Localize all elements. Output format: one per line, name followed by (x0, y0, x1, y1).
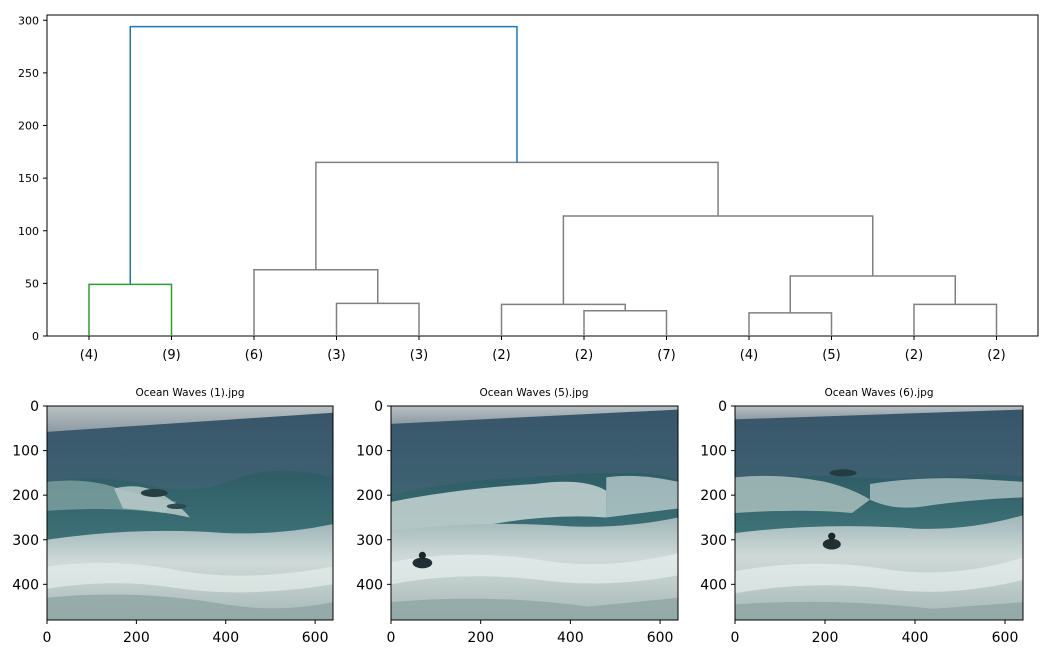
image-x-axis: 0 200 400 600 (731, 620, 1019, 646)
dendrogram-chart: 0 50 100 150 200 250 300 (4) (9) (6) (3) (3) (2) (2)… (18, 14, 1039, 363)
x-tick-label: 200 (467, 630, 494, 646)
x-tick-label: 200 (123, 630, 150, 646)
dendrogram-link (748, 312, 833, 336)
image-y-axis: 0 100 200 300 400 (356, 399, 391, 593)
y-tick-label: 300 (18, 14, 39, 27)
dendrogram-link (583, 309, 668, 336)
leaf-label: (2) (575, 348, 593, 363)
dendrogram-link (129, 25, 518, 285)
dendrogram-link (335, 302, 420, 336)
ocean-photo-5 (391, 406, 678, 620)
dendrogram-link (789, 275, 956, 313)
dendrogram-x-axis: (4) (9) (6) (3) (3) (2) (2) (7) (4) (5) (2) (2) (80, 336, 1006, 363)
image-axes-frame (46, 405, 334, 621)
leaf-label: (2) (905, 348, 923, 363)
y-tick-label: 400 (12, 577, 39, 593)
y-tick-label: 0 (30, 399, 39, 415)
dendrogram-link (500, 303, 626, 336)
y-tick-label: 300 (700, 533, 727, 549)
image-y-axis: 0 100 200 300 400 (12, 399, 47, 593)
y-tick-label: 100 (18, 225, 39, 238)
y-tick-label: 0 (718, 399, 727, 415)
leaf-label: (3) (410, 348, 428, 363)
x-tick-label: 0 (387, 630, 396, 646)
image-x-axis: 0 200 400 600 (43, 620, 329, 646)
leaf-label: (6) (245, 348, 263, 363)
dendrogram-y-axis: 0 50 100 150 200 250 300 (18, 14, 47, 343)
y-tick-label: 100 (12, 444, 39, 460)
x-tick-label: 600 (302, 630, 329, 646)
y-tick-label: 100 (356, 444, 383, 460)
y-tick-label: 300 (12, 533, 39, 549)
leaf-label: (2) (987, 348, 1005, 363)
dendrogram-link (562, 215, 874, 305)
image-title: Ocean Waves (1).jpg (135, 387, 244, 399)
y-tick-label: 150 (18, 172, 39, 185)
y-tick-label: 50 (25, 277, 39, 290)
image-x-axis: 0 200 400 600 (387, 620, 674, 646)
image-title: Ocean Waves (6).jpg (824, 387, 933, 399)
x-tick-label: 400 (557, 630, 584, 646)
y-tick-label: 200 (12, 488, 39, 504)
ocean-photo-1 (47, 406, 333, 620)
y-tick-label: 250 (18, 67, 39, 80)
image-title: Ocean Waves (5).jpg (479, 387, 588, 399)
x-tick-label: 600 (647, 630, 674, 646)
dendrogram-link (88, 283, 173, 336)
leaf-label: (7) (657, 348, 675, 363)
dendrogram-axes-frame (46, 14, 1039, 337)
ocean-photo-6 (735, 406, 1023, 620)
x-tick-label: 200 (812, 630, 839, 646)
leaf-label: (4) (80, 348, 98, 363)
y-tick-label: 300 (356, 533, 383, 549)
dendrogram-links (88, 25, 998, 336)
image-panel-ocean-waves-6: Ocean Waves (6).jpg 0 100 200 300 400 0 200 40… (700, 387, 1024, 646)
x-tick-label: 400 (212, 630, 239, 646)
leaf-label: (9) (162, 348, 180, 363)
image-axes-frame (734, 405, 1024, 621)
image-y-axis: 0 100 200 300 400 (700, 399, 735, 593)
x-tick-label: 0 (731, 630, 740, 646)
leaf-label: (2) (492, 348, 510, 363)
y-tick-label: 400 (356, 577, 383, 593)
leaf-label: (4) (740, 348, 758, 363)
x-tick-label: 400 (902, 630, 929, 646)
y-tick-label: 0 (374, 399, 383, 415)
y-tick-label: 200 (700, 488, 727, 504)
x-tick-label: 0 (43, 630, 52, 646)
image-axes-frame (390, 405, 679, 621)
y-tick-label: 0 (32, 330, 39, 343)
image-panel-ocean-waves-5: Ocean Waves (5).jpg 0 100 200 300 400 0 200 40… (356, 387, 679, 646)
image-panel-ocean-waves-1: Ocean Waves (1).jpg 0 100 200 300 400 0 200 40… (12, 387, 334, 646)
y-tick-label: 200 (356, 488, 383, 504)
y-tick-label: 200 (18, 120, 39, 133)
y-tick-label: 100 (700, 444, 727, 460)
leaf-label: (5) (822, 348, 840, 363)
y-tick-label: 400 (700, 577, 727, 593)
leaf-label: (3) (327, 348, 345, 363)
x-tick-label: 600 (992, 630, 1019, 646)
dendrogram-link (913, 303, 998, 336)
